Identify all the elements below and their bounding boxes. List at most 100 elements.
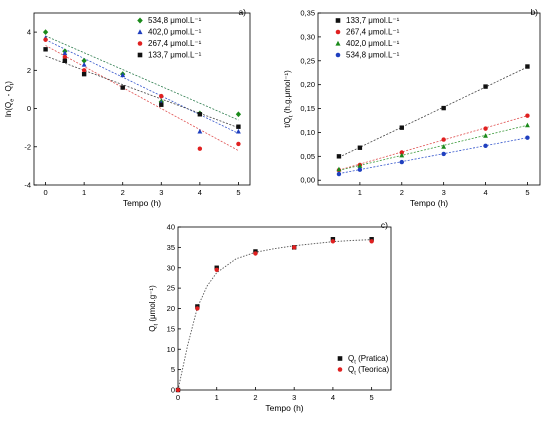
- data-point: [525, 135, 530, 140]
- y-tick-label: 20: [167, 304, 175, 313]
- panel-label: c): [381, 220, 388, 230]
- data-point: [357, 163, 363, 168]
- y-axis-label: Qt​ (μmol.g⁻¹): [148, 285, 159, 332]
- x-tick-label: 2: [121, 188, 125, 197]
- panel-label: b): [530, 7, 538, 17]
- legend-label: Qt​ (Pratica): [348, 354, 389, 365]
- legend-label: 534,8 μmol.L⁻¹: [148, 16, 202, 25]
- fit-line: [45, 55, 239, 129]
- x-tick-label: 3: [292, 393, 296, 402]
- y-tick-label: 35: [167, 243, 175, 252]
- data-point: [62, 58, 68, 63]
- x-tick-label: 0: [43, 188, 47, 197]
- legend-marker: [335, 40, 341, 46]
- data-point: [43, 37, 48, 42]
- legend-label: 133,7 μmol.L⁻¹: [346, 16, 400, 25]
- x-tick-label: 5: [525, 188, 529, 197]
- data-point: [120, 85, 125, 90]
- legend-marker: [137, 29, 143, 35]
- y-tick-label: 0: [27, 104, 31, 113]
- legend-label: 267,4 μmol.L⁻¹: [148, 39, 202, 48]
- x-tick-label: 4: [483, 188, 487, 197]
- data-point: [525, 122, 530, 128]
- fit-line: [338, 124, 528, 171]
- y-tick-label: 0,35: [300, 9, 315, 18]
- x-tick-label: 1: [358, 188, 362, 197]
- legend-marker: [137, 52, 143, 58]
- y-tick-label: 0,00: [300, 176, 315, 185]
- data-point: [336, 166, 342, 172]
- data-point: [81, 57, 87, 64]
- legend-label: Qt​ (Teorica): [348, 365, 390, 376]
- data-point: [43, 47, 48, 52]
- x-axis-label: Tempo (h): [123, 198, 161, 208]
- fit-curve: [177, 239, 372, 391]
- data-point: [369, 239, 374, 244]
- y-tick-label: 5: [171, 365, 175, 374]
- legend-label: 133,7 μmol.L⁻¹: [148, 51, 202, 60]
- data-point: [336, 171, 342, 177]
- data-point: [525, 64, 530, 69]
- data-point: [62, 50, 68, 56]
- legend-marker: [335, 29, 341, 35]
- data-point: [236, 141, 241, 147]
- y-tick-label: 4: [27, 28, 31, 37]
- data-point: [399, 159, 404, 165]
- x-tick-label: 4: [198, 188, 202, 197]
- y-axis-label: ln(Qe​ - Qt​): [4, 81, 15, 117]
- data-point: [197, 146, 203, 151]
- data-point: [62, 54, 68, 60]
- data-point: [235, 111, 242, 118]
- x-tick-label: 4: [331, 393, 335, 402]
- y-tick-label: 2: [27, 66, 31, 75]
- panel-a: 0 1 2 3 4 5 -4 -2 0 2 4 Tempo (h) ln(Qe​ - Qt​) a) 534…: [4, 7, 251, 208]
- y-tick-label: 30: [167, 263, 175, 272]
- data-point: [483, 126, 488, 131]
- data-point: [399, 125, 404, 130]
- legend-marker: [137, 41, 143, 46]
- plot-frame: [317, 12, 541, 186]
- panel-label: a): [238, 7, 246, 17]
- y-tick-label: -2: [24, 142, 31, 151]
- data-point: [159, 93, 164, 99]
- legend-marker: [335, 52, 341, 58]
- data-point: [195, 306, 200, 311]
- y-tick-label: 0,20: [300, 80, 315, 89]
- y-tick-label: 0,05: [300, 152, 315, 161]
- data-point: [197, 128, 203, 134]
- data-point: [81, 68, 87, 73]
- data-point: [399, 152, 405, 158]
- data-point: [236, 128, 241, 134]
- y-tick-label: 0,15: [300, 104, 315, 113]
- legend-marker: [337, 356, 343, 361]
- data-point: [483, 133, 488, 138]
- data-point: [357, 145, 363, 150]
- legend-marker: [337, 367, 343, 372]
- fit-line: [338, 137, 528, 174]
- x-tick-label: 5: [236, 188, 240, 197]
- x-tick-label: 3: [442, 188, 446, 197]
- legend-marker: [335, 18, 341, 23]
- data-point: [214, 267, 219, 272]
- data-point: [483, 143, 488, 149]
- data-point: [441, 105, 446, 111]
- x-tick-label: 3: [159, 188, 163, 197]
- x-tick-label: 5: [370, 393, 374, 402]
- data-point: [42, 29, 49, 35]
- panel-c: 0 1 2 3 4 5 0 5 10 15 20 25 30 35 40 Tempo (h) Qt​ (μmol…: [148, 220, 392, 413]
- data-point: [175, 387, 181, 393]
- y-tick-label: 0,10: [300, 128, 315, 137]
- y-tick-label: 40: [167, 223, 175, 232]
- x-tick-label: 1: [215, 393, 219, 402]
- data-point: [120, 72, 126, 78]
- x-tick-label: 1: [82, 188, 86, 197]
- data-point: [253, 251, 258, 256]
- legend-label: 402,0 μmol.L⁻¹: [346, 39, 400, 48]
- y-axis-label: t/Qt​ (h.g.μmol⁻¹): [283, 70, 294, 128]
- fit-line: [338, 115, 528, 171]
- fit-line: [45, 35, 239, 121]
- x-tick-label: 2: [400, 188, 404, 197]
- y-tick-label: 0,25: [300, 56, 315, 65]
